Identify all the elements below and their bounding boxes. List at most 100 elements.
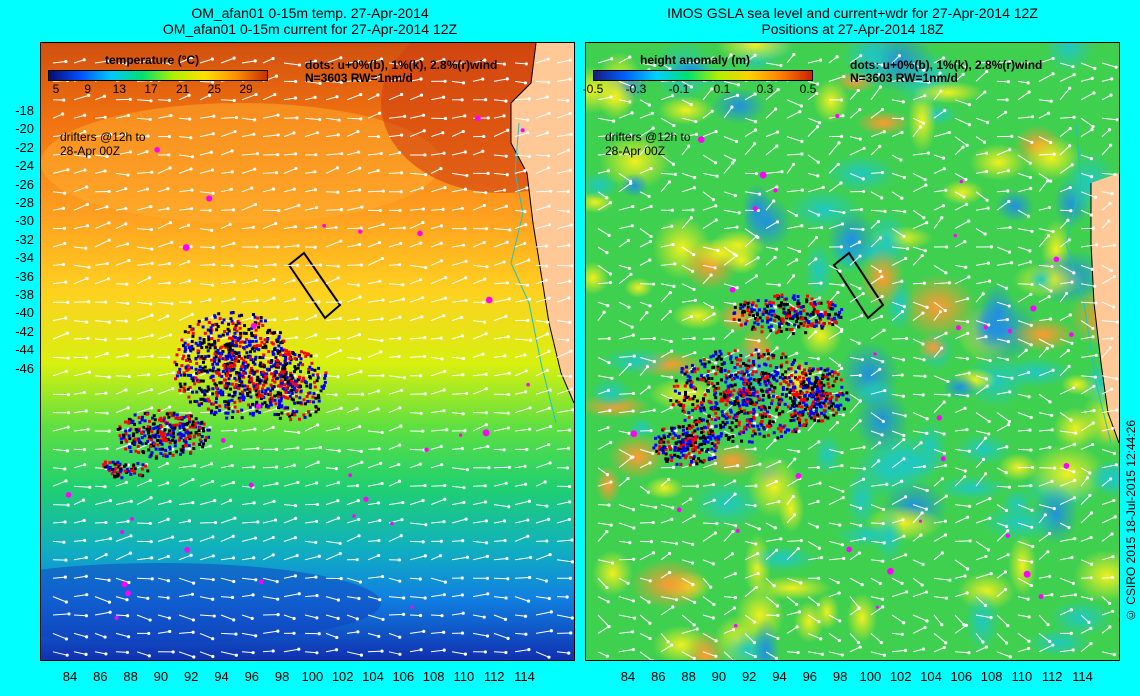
current-arrow-head [507, 297, 511, 301]
current-arrow [115, 320, 127, 322]
current-arrow [639, 337, 655, 340]
drifter-dot [215, 328, 219, 332]
current-arrow-head [359, 653, 364, 657]
current-arrow-head [211, 479, 215, 484]
current-arrow [262, 188, 274, 193]
current-arrow-head [460, 593, 465, 597]
current-arrow [933, 534, 946, 542]
drifter-dot [186, 387, 190, 391]
drifter-dot [192, 435, 196, 439]
current-arrow [891, 228, 905, 237]
drifter-dot [128, 437, 132, 441]
drifter-dot [258, 344, 262, 348]
current-arrow-head [339, 576, 343, 581]
drifter-dot [124, 447, 128, 451]
current-arrow-head [336, 481, 341, 485]
current-arrow [1017, 338, 1032, 346]
current-arrow-head [462, 500, 466, 504]
drifter-dot [257, 378, 261, 382]
current-arrow [94, 95, 105, 101]
current-arrow [975, 152, 987, 156]
current-arrow [702, 370, 714, 377]
drifter-dot [194, 376, 198, 380]
current-arrow-head [545, 539, 549, 543]
current-arrow-head [840, 653, 844, 657]
current-arrow-head [166, 481, 170, 485]
height-anomaly-patch [969, 143, 1028, 181]
current-arrow-head [358, 295, 362, 299]
current-arrow-head [713, 531, 717, 535]
current-arrow-head [1026, 81, 1030, 85]
current-arrow-head [983, 472, 988, 476]
drifter-dot [268, 400, 272, 404]
drifter-dot [247, 340, 251, 344]
current-arrow-head [1114, 377, 1119, 381]
current-arrow-head [1068, 186, 1072, 190]
current-arrow [786, 577, 802, 584]
drifter-dot [184, 437, 188, 441]
current-arrow-head [192, 581, 196, 585]
current-arrow-head [1047, 205, 1052, 210]
drifter-dot [228, 336, 232, 340]
drifter-dot [198, 336, 202, 340]
current-arrow [157, 388, 173, 395]
current-arrow-head [168, 499, 172, 503]
current-arrow-head [64, 558, 68, 562]
current-arrow [94, 263, 108, 266]
current-arrow-head [423, 484, 427, 488]
drifter-dot [165, 412, 169, 416]
current-arrow-head [882, 328, 886, 332]
drifter-dot [254, 355, 258, 359]
height-anomaly-patch [645, 476, 685, 500]
current-arrow [52, 153, 65, 156]
current-arrow [556, 651, 569, 654]
drifter-dot [240, 380, 244, 384]
current-arrow-head [529, 338, 533, 342]
current-arrow [639, 99, 650, 106]
height-anomaly-patch [814, 593, 840, 631]
drifter-dot [188, 400, 192, 404]
drifter-dot [249, 376, 253, 380]
drifter-dot [163, 428, 167, 432]
drifter-dot [281, 382, 285, 386]
current-arrow [933, 189, 946, 193]
drifter-dot [118, 425, 122, 429]
drifter-dot [230, 351, 234, 355]
drifter-dot [240, 357, 244, 361]
current-arrow [702, 499, 715, 506]
current-arrow-head [920, 253, 924, 258]
current-arrow [283, 188, 295, 193]
current-arrow-head [295, 316, 299, 321]
current-arrow-head [819, 637, 823, 641]
current-arrow-head [900, 279, 904, 283]
current-arrow-head [378, 279, 382, 283]
current-arrow [94, 222, 110, 230]
current-arrow-head [402, 596, 406, 600]
current-arrow [912, 504, 927, 510]
drifter-dot [129, 450, 133, 454]
current-arrow [73, 651, 87, 655]
drifter-dot [132, 465, 136, 469]
drifter-dot [230, 341, 234, 345]
magenta-dot [363, 496, 369, 502]
current-arrow [346, 426, 360, 432]
current-arrow-head [1004, 471, 1008, 475]
current-arrow-head [1072, 271, 1076, 275]
current-arrow-head [570, 264, 574, 268]
current-arrow-head [729, 53, 733, 57]
current-arrow-head [271, 535, 275, 540]
current-arrow-head [1115, 118, 1119, 122]
current-arrow-head [940, 477, 944, 481]
current-arrow-head [841, 489, 845, 494]
current-arrow-head [168, 61, 172, 65]
current-arrow-head [1067, 238, 1071, 242]
drifter-dot [235, 355, 239, 359]
drifter-dot [767, 395, 771, 399]
current-arrow-head [647, 103, 651, 107]
current-arrow [304, 614, 317, 619]
drifter-dot [187, 395, 191, 399]
current-arrow-head [445, 428, 449, 432]
current-arrow [681, 614, 695, 626]
current-arrow-head [816, 500, 820, 504]
current-arrow [1017, 412, 1032, 418]
